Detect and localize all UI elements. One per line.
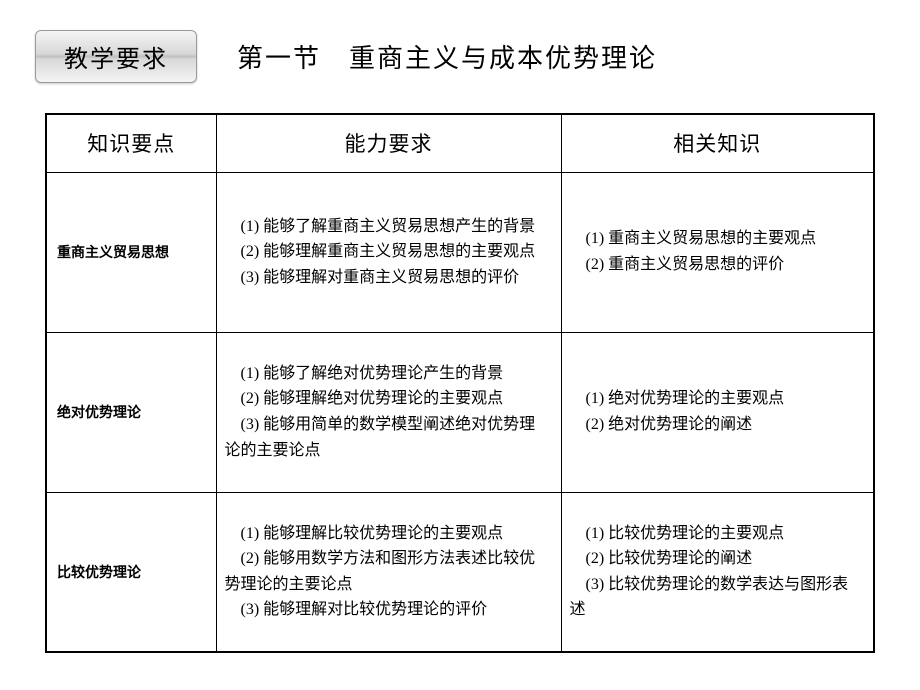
ability-item: (3) 能够理解对重商主义贸易思想的评价 bbox=[225, 265, 551, 291]
related-cell: (1) 重商主义贸易思想的主要观点 (2) 重商主义贸易思想的评价 bbox=[561, 172, 874, 332]
ability-item: (2) 能够理解重商主义贸易思想的主要观点 bbox=[225, 239, 551, 265]
related-cell: (1) 比较优势理论的主要观点 (2) 比较优势理论的阐述 (3) 比较优势理论… bbox=[561, 492, 874, 652]
related-item: (2) 重商主义贸易思想的评价 bbox=[570, 252, 864, 278]
related-item: (1) 比较优势理论的主要观点 bbox=[570, 521, 864, 547]
table-row: 绝对优势理论 (1) 能够了解绝对优势理论产生的背景 (2) 能够理解绝对优势理… bbox=[46, 332, 874, 492]
related-cell: (1) 绝对优势理论的主要观点 (2) 绝对优势理论的阐述 bbox=[561, 332, 874, 492]
col-header-knowledge: 知识要点 bbox=[46, 114, 216, 172]
related-item: (2) 绝对优势理论的阐述 bbox=[570, 412, 864, 438]
related-item: (2) 比较优势理论的阐述 bbox=[570, 546, 864, 572]
col-header-related: 相关知识 bbox=[561, 114, 874, 172]
table-row: 比较优势理论 (1) 能够理解比较优势理论的主要观点 (2) 能够用数学方法和图… bbox=[46, 492, 874, 652]
ability-item: (3) 能够理解对比较优势理论的评价 bbox=[225, 597, 551, 623]
related-item: (3) 比较优势理论的数学表达与图形表述 bbox=[570, 572, 864, 623]
ability-cell: (1) 能够了解绝对优势理论产生的背景 (2) 能够理解绝对优势理论的主要观点 … bbox=[216, 332, 561, 492]
ability-cell: (1) 能够了解重商主义贸易思想产生的背景 (2) 能够理解重商主义贸易思想的主… bbox=[216, 172, 561, 332]
related-item: (1) 重商主义贸易思想的主要观点 bbox=[570, 226, 864, 252]
ability-cell: (1) 能够理解比较优势理论的主要观点 (2) 能够用数学方法和图形方法表述比较… bbox=[216, 492, 561, 652]
ability-item: (1) 能够理解比较优势理论的主要观点 bbox=[225, 521, 551, 547]
table-row: 重商主义贸易思想 (1) 能够了解重商主义贸易思想产生的背景 (2) 能够理解重… bbox=[46, 172, 874, 332]
table-container: 知识要点 能力要求 相关知识 重商主义贸易思想 (1) 能够了解重商主义贸易思想… bbox=[0, 113, 920, 653]
col-header-ability: 能力要求 bbox=[216, 114, 561, 172]
requirements-table: 知识要点 能力要求 相关知识 重商主义贸易思想 (1) 能够了解重商主义贸易思想… bbox=[45, 113, 875, 653]
section-title: 第一节 重商主义与成本优势理论 bbox=[237, 38, 657, 75]
related-item: (1) 绝对优势理论的主要观点 bbox=[570, 386, 864, 412]
header-row: 教学要求 第一节 重商主义与成本优势理论 bbox=[0, 30, 920, 83]
ability-item: (2) 能够用数学方法和图形方法表述比较优势理论的主要论点 bbox=[225, 546, 551, 597]
row-label-mercantilism: 重商主义贸易思想 bbox=[46, 172, 216, 332]
ability-item: (1) 能够了解绝对优势理论产生的背景 bbox=[225, 361, 551, 387]
ability-item: (1) 能够了解重商主义贸易思想产生的背景 bbox=[225, 214, 551, 240]
row-label-absolute-advantage: 绝对优势理论 bbox=[46, 332, 216, 492]
row-label-comparative-advantage: 比较优势理论 bbox=[46, 492, 216, 652]
ability-item: (3) 能够用简单的数学模型阐述绝对优势理论的主要论点 bbox=[225, 412, 551, 463]
badge-teaching-requirement: 教学要求 bbox=[35, 30, 197, 83]
ability-item: (2) 能够理解绝对优势理论的主要观点 bbox=[225, 386, 551, 412]
table-header-row: 知识要点 能力要求 相关知识 bbox=[46, 114, 874, 172]
